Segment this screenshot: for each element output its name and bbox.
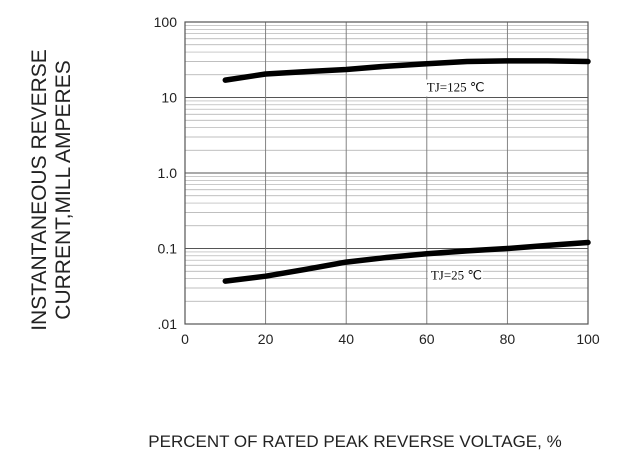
series-line-1: [222, 239, 591, 284]
x-tick-label: 0: [181, 331, 189, 347]
series-group: [222, 58, 591, 284]
grid: [184, 22, 589, 325]
plot-frame: [184, 21, 589, 325]
y-axis-title-line2: CURRENT,MILL AMPERES: [52, 60, 75, 319]
x-tick-label: 60: [419, 331, 435, 347]
y-tick-label: .01: [158, 316, 178, 332]
x-tick-label: 40: [338, 331, 354, 347]
annotation-background: [427, 267, 483, 285]
series-line-0: [222, 58, 591, 83]
y-tick-label: 10: [161, 90, 177, 106]
y-tick-label: 0.1: [158, 241, 178, 257]
x-tick-label: 20: [258, 331, 274, 347]
x-axis-title: PERCENT OF RATED PEAK REVERSE VOLTAGE, %: [148, 432, 561, 451]
y-axis-title-line1: INSTANTANEOUS REVERSE: [28, 49, 51, 331]
annotation-label: TJ=25 ℃: [431, 267, 482, 282]
annotation-label: TJ=125 ℃: [427, 80, 485, 95]
x-tick-label: 100: [576, 331, 600, 347]
x-tick-label: 80: [500, 331, 516, 347]
y-tick-label: 1.0: [158, 165, 178, 181]
tick-labels: 0 20 40 60 80 100 100 10 1.0 0.1 .01: [154, 14, 600, 347]
y-tick-label: 100: [154, 14, 178, 30]
annotation-background: [423, 79, 486, 97]
annotations: TJ=125 ℃ TJ=25 ℃: [423, 79, 486, 285]
